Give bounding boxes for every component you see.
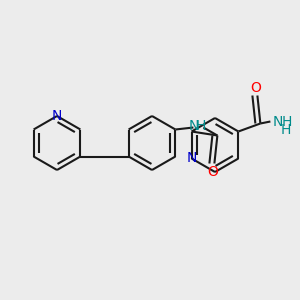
Text: N: N [272, 115, 283, 128]
Text: N: N [186, 152, 197, 166]
Text: H: H [195, 119, 206, 134]
Text: H: H [280, 124, 291, 137]
Text: H: H [281, 115, 292, 128]
Text: O: O [250, 80, 261, 94]
Text: O: O [207, 164, 218, 178]
Text: N: N [52, 109, 62, 123]
Text: N: N [188, 119, 199, 134]
